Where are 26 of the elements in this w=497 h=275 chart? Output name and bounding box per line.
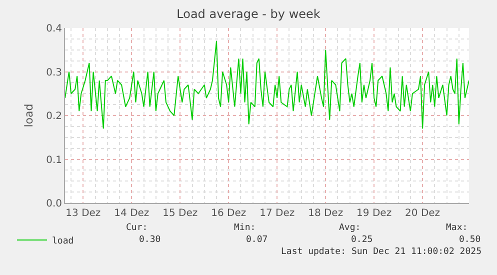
chart-title: Load average - by week (176, 7, 320, 22)
text: 0.25 (351, 235, 373, 245)
legend-label: load (52, 236, 74, 247)
text: 0.07 (246, 235, 268, 245)
text: Max: (446, 223, 468, 233)
y-axis-title: load (22, 104, 36, 128)
x-tick-label: 14 Dez (114, 208, 150, 219)
y-tick-label: 0.2 (46, 111, 62, 122)
line-series (65, 40, 469, 130)
x-tick-label: 19 Dez (356, 208, 392, 219)
text: Cur: (126, 223, 148, 233)
text: Min: (234, 223, 256, 233)
x-tick-label: 16 Dez (211, 208, 246, 219)
x-tick-label: 17 Dez (260, 208, 295, 219)
y-tick-label: 0.1 (46, 154, 62, 166)
text: Avg: (339, 223, 361, 233)
x-tick-label: 18 Dez (308, 208, 344, 219)
text: 0.30 (139, 235, 161, 245)
y-tick-label: 0.0 (46, 198, 62, 210)
text: Last update: Sun Dec 21 11:00:02 2025 (281, 247, 482, 257)
x-tick-label: 13 Dez (66, 208, 101, 219)
x-tick-label: 20 Dez (405, 208, 440, 219)
x-tick-label: 15 Dez (162, 208, 198, 219)
y-tick-label: 0.3 (46, 67, 62, 78)
text: 0.50 (459, 235, 481, 245)
y-tick-label: 0.4 (46, 24, 62, 34)
